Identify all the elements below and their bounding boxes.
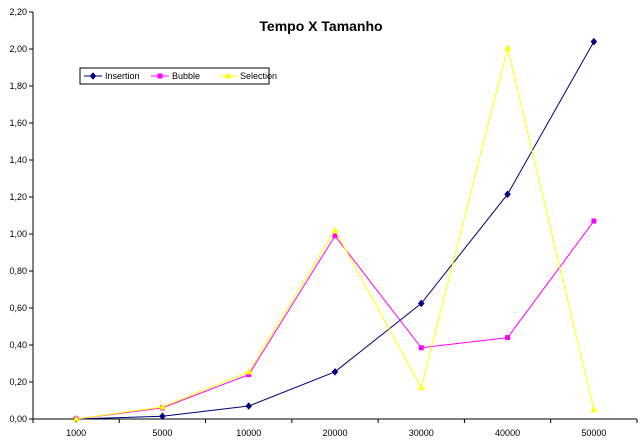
legend-label-insertion: Insertion — [105, 71, 140, 81]
data-point-bubble — [591, 218, 597, 224]
data-point-selection — [72, 415, 80, 422]
series-selection — [72, 44, 598, 422]
chart-title: Tempo X Tamanho — [259, 18, 382, 34]
y-tick-label: 0,00 — [9, 414, 27, 424]
y-tick-label: 0,20 — [9, 377, 27, 387]
x-tick-label: 1000 — [66, 428, 86, 438]
data-point-insertion — [417, 299, 425, 308]
y-tick-label: 0,40 — [9, 340, 27, 350]
series-layer — [72, 37, 598, 423]
y-tick-label: 1,80 — [9, 81, 27, 91]
data-point-bubble — [418, 345, 424, 351]
legend-marker-bubble — [157, 73, 163, 79]
legend-marker-insertion — [89, 72, 97, 80]
x-tick-label: 40000 — [495, 428, 520, 438]
data-point-insertion — [159, 412, 166, 421]
x-tick-label: 5000 — [152, 428, 172, 438]
y-tick-label: 1,60 — [9, 118, 27, 128]
y-tick-label: 2,00 — [9, 44, 27, 54]
data-point-selection — [158, 403, 166, 410]
y-tick-label: 1,40 — [9, 155, 27, 165]
axes — [32, 12, 637, 420]
series-line-bubble — [76, 220, 595, 420]
data-point-insertion — [245, 402, 253, 410]
x-tick-label: 10000 — [236, 428, 261, 438]
data-point-selection — [245, 368, 253, 375]
y-tick-label: 0,80 — [9, 266, 27, 276]
y-tick-label: 1,20 — [9, 192, 27, 202]
legend-box — [79, 67, 270, 85]
y-tick-label: 2,20 — [9, 7, 27, 17]
y-tick-label: 1,00 — [9, 229, 27, 239]
data-point-insertion — [590, 37, 598, 46]
x-tick-label: 30000 — [409, 428, 434, 438]
x-tick-label: 50000 — [581, 428, 606, 438]
legend-marker-selection — [224, 72, 232, 79]
data-point-insertion — [504, 190, 511, 199]
data-point-selection — [417, 384, 425, 391]
data-point-bubble — [505, 335, 511, 341]
legend-item-insertion: Insertion — [84, 71, 140, 81]
series-bubble — [73, 218, 597, 422]
x-axis-ticks: 1000 5000 10000 20000 30000 40000 50000 — [32, 419, 638, 438]
legend-item-selection: Selection — [219, 71, 277, 81]
legend: Insertion Bubble Selection — [79, 67, 277, 85]
legend-label-bubble: Bubble — [172, 71, 200, 81]
legend-item-bubble: Bubble — [151, 71, 200, 81]
data-point-bubble — [332, 233, 338, 239]
data-point-insertion — [331, 367, 339, 376]
x-tick-label: 20000 — [322, 428, 347, 438]
data-point-selection — [331, 226, 339, 233]
data-point-selection — [590, 406, 598, 413]
y-axis-ticks: 0,00 0,20 0,40 0,60 0,80 1,00 1,20 1,40 1,60 1,80… — [9, 7, 33, 424]
legend-label-selection: Selection — [240, 71, 277, 81]
y-tick-label: 0,60 — [9, 303, 27, 313]
data-point-selection — [504, 44, 512, 51]
data-point-bubble — [246, 372, 252, 378]
